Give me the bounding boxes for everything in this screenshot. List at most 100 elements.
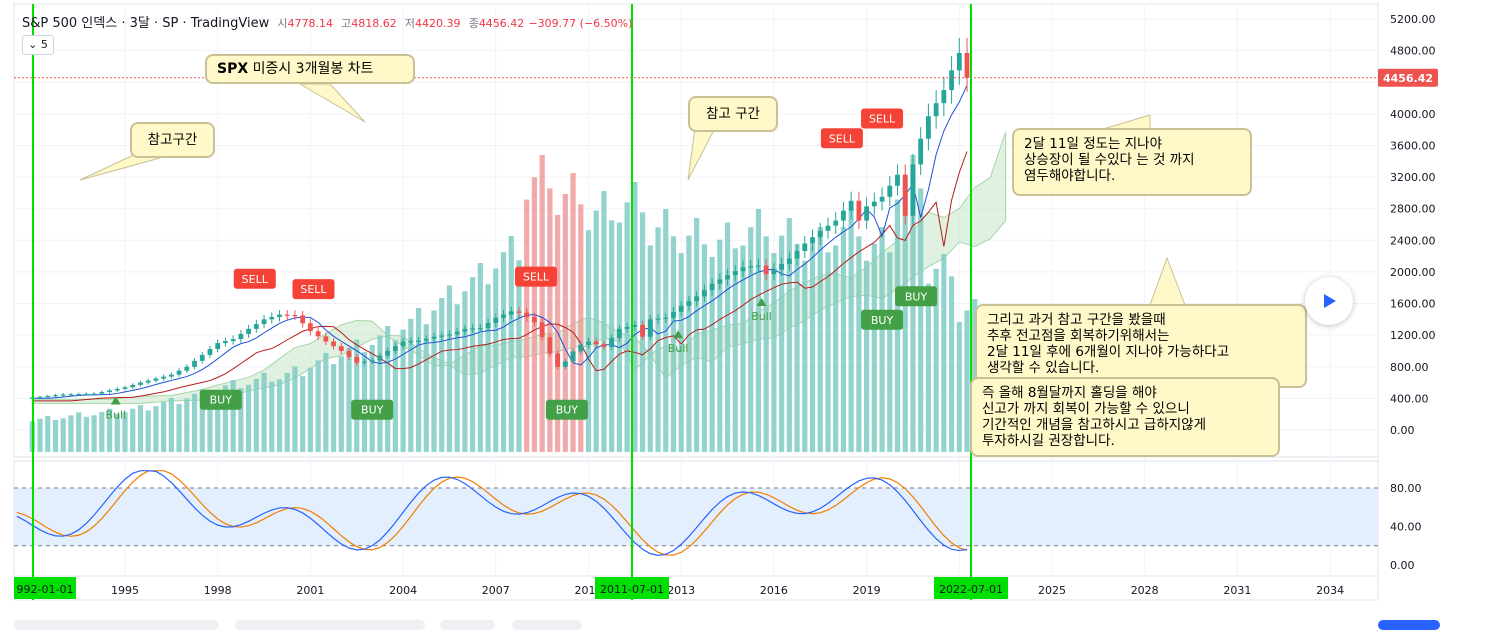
volume-bar: [933, 268, 939, 452]
candle-body: [887, 185, 893, 197]
volume-bar: [887, 252, 893, 452]
volume-bar: [786, 218, 792, 452]
volume-bar: [400, 329, 406, 452]
bottom-toolbar-placeholder[interactable]: [440, 620, 495, 630]
volume-bar: [415, 308, 422, 452]
candle-body: [926, 116, 931, 139]
x-tick-label: 2001: [296, 584, 324, 597]
volume-bar: [184, 398, 190, 452]
candle-body: [470, 328, 476, 330]
replay-button[interactable]: [1305, 277, 1353, 325]
sell-signal-badge: [292, 279, 335, 300]
volume-bar: [338, 356, 344, 452]
volume-bar: [470, 277, 476, 452]
candle-body: [416, 340, 421, 342]
volume-bar: [732, 248, 738, 452]
chart-legend: S&P 500 인덱스 · 3달 · SP · TradingView 시477…: [22, 12, 632, 31]
candle-body: [949, 70, 954, 91]
candle-body: [941, 90, 947, 104]
candle-body: [130, 384, 136, 388]
bottom-toolbar-placeholder[interactable]: [512, 620, 582, 630]
candle-body: [253, 324, 259, 329]
candle-body: [539, 322, 545, 338]
bull-marker: [110, 396, 121, 405]
moving-average-slow: [32, 151, 968, 402]
note-line: 즉 올해 8월달까지 홀딩을 해야: [982, 385, 1157, 401]
candle-body: [60, 394, 66, 396]
candle-body: [640, 324, 645, 337]
title-note-bold: SPX: [217, 61, 249, 77]
volume-bar: [60, 418, 66, 452]
candle-body: [246, 328, 251, 334]
volume-bar: [284, 372, 290, 452]
volume-bar: [168, 398, 174, 452]
candle-body: [269, 316, 275, 320]
volume-bar: [825, 252, 831, 452]
volume-bar: [330, 364, 337, 452]
oscillator-tick-label: 80.00: [1390, 482, 1422, 495]
candle-body: [671, 311, 676, 318]
volume-bar: [709, 256, 715, 452]
low-value: 4420.39: [415, 17, 461, 30]
bottom-toolbar-placeholder[interactable]: [14, 620, 219, 630]
bottom-toolbar-button[interactable]: [1378, 620, 1440, 630]
volume-bar: [439, 297, 445, 452]
y-tick-label: 1200.00: [1390, 329, 1436, 342]
collapse-indicators-button[interactable]: ⌄ 5: [22, 35, 54, 55]
candle-body: [964, 52, 970, 78]
volume-bar: [99, 412, 105, 452]
sell-signal-label: SELL: [523, 271, 550, 284]
reference-note-2-text: 참고 구간: [706, 106, 760, 122]
volume-bar: [670, 236, 677, 452]
volume-bar: [130, 408, 136, 452]
x-tick-label: 2031: [1223, 584, 1251, 597]
volume-bar: [717, 239, 723, 452]
x-tick-label: 2013: [667, 584, 695, 597]
candle-body: [400, 341, 406, 347]
note-line: 추후 전고점을 회복하기위해서는: [987, 328, 1170, 344]
callout-tail: [687, 127, 716, 181]
high-value: 4818.62: [351, 17, 397, 30]
volume-bar: [956, 321, 962, 452]
volume-bar: [176, 404, 182, 452]
x-tick-label: 2028: [1131, 584, 1159, 597]
close-value: 4456.42: [478, 17, 525, 30]
candle-body: [192, 360, 197, 367]
volume-bar: [222, 385, 229, 452]
oscillator-band: [14, 488, 1378, 546]
candle-body: [593, 341, 599, 345]
volume-bar: [454, 304, 460, 452]
volume-bar: [755, 209, 762, 452]
candle-body: [493, 317, 499, 323]
volume-bar: [114, 413, 120, 452]
volume-bar: [68, 415, 74, 452]
y-tick-label: 1600.00: [1390, 298, 1436, 311]
candle-body: [848, 200, 854, 211]
candle-body: [362, 361, 367, 363]
bull-label: Bull: [751, 310, 772, 323]
candle-body: [856, 200, 862, 221]
candle-body: [215, 343, 221, 349]
volume-bar: [918, 188, 924, 452]
candle-body: [207, 348, 213, 355]
highlight-date-tag: [595, 577, 669, 599]
candle-body: [663, 317, 669, 319]
volume-bar: [52, 420, 59, 452]
bottom-toolbar-placeholder[interactable]: [235, 620, 425, 630]
candle-body: [786, 258, 792, 265]
y-tick-label: 2400.00: [1390, 234, 1436, 247]
buy-signal-label: BUY: [905, 290, 928, 303]
title-note: SPX 미증시 3개월봉 차트: [205, 54, 415, 84]
candle-body: [462, 328, 468, 332]
candle-body: [385, 350, 391, 356]
buy-signal-label: BUY: [210, 394, 233, 407]
sell-signal-label: SELL: [242, 273, 269, 286]
candle-body: [570, 351, 576, 362]
candle-body: [308, 323, 313, 332]
volume-bar: [307, 367, 313, 452]
volume-bar: [315, 360, 321, 452]
volume-bar: [748, 227, 754, 452]
candle-body: [369, 360, 375, 362]
candle-body: [895, 174, 900, 186]
